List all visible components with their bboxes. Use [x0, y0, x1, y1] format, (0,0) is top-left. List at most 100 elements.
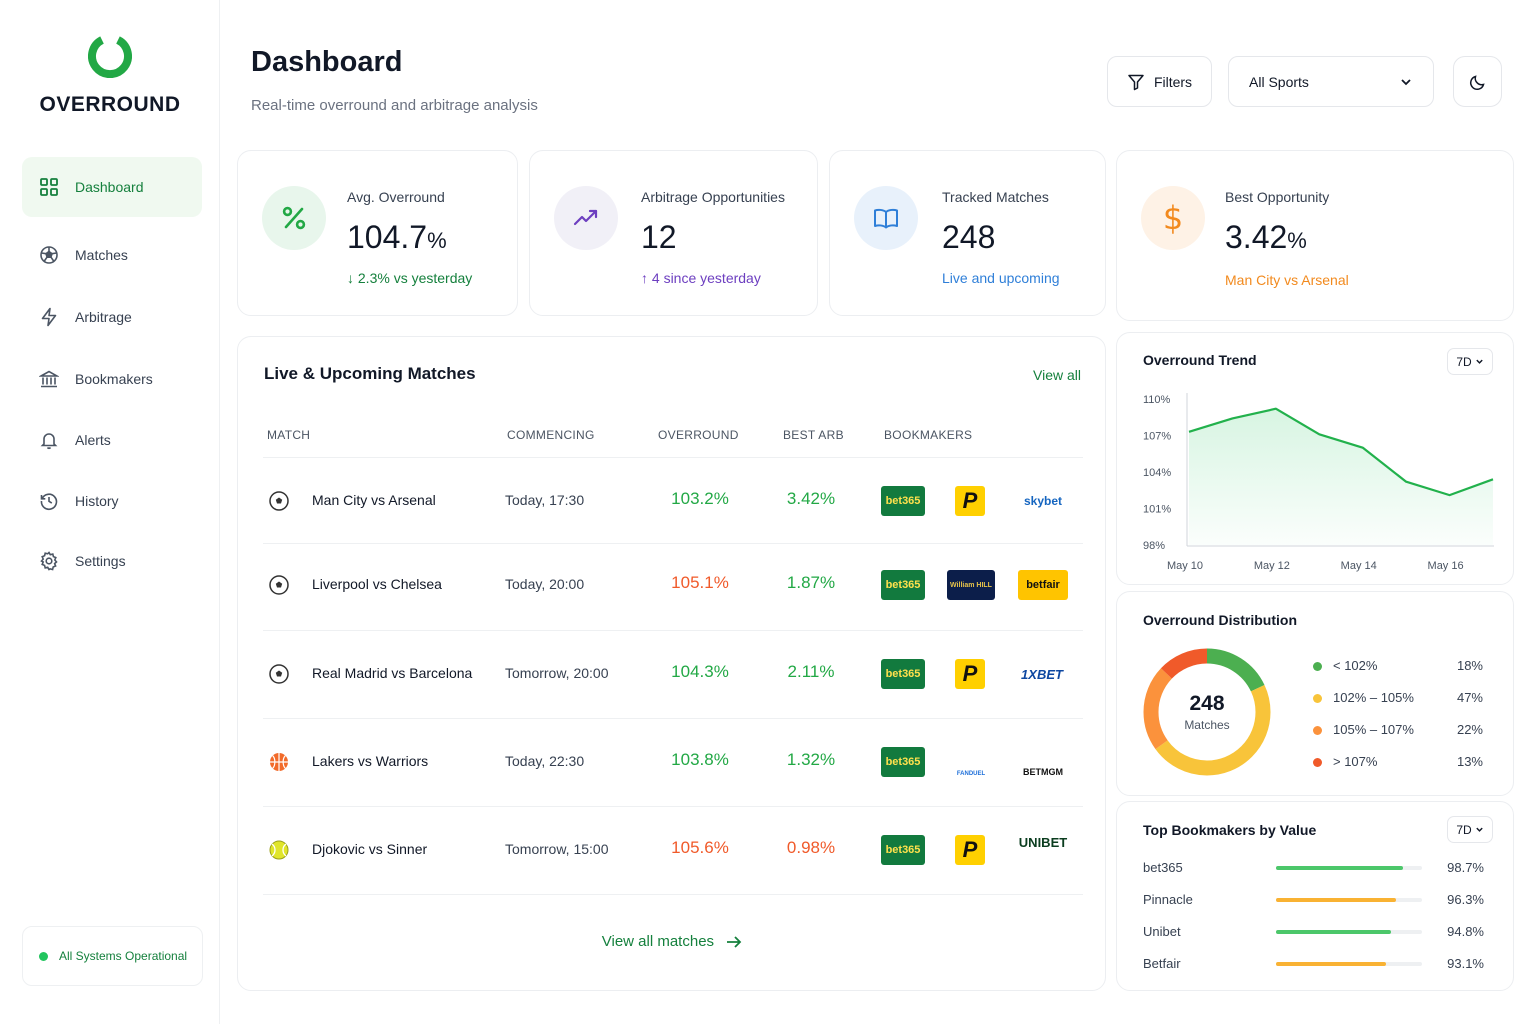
- arb-value: 1.87%: [786, 573, 836, 592]
- bookmaker-bet365-logo: bet365: [881, 570, 925, 600]
- x-tick-label: May 10: [1167, 560, 1203, 572]
- sidebar-item-label: History: [75, 493, 119, 509]
- sidebar-item-alerts[interactable]: Alerts: [22, 410, 202, 470]
- page-subtitle: Real-time overround and arbitrage analys…: [251, 97, 538, 114]
- distribution-donut: [1143, 648, 1271, 776]
- overround-trend-panel: Overround Trend 7D 110% 107% 104% 101% 98% Ma…: [1116, 332, 1514, 585]
- soccer-ball-icon: [269, 491, 289, 511]
- table-row[interactable]: Man City vs Arsenal Today, 17:30 103.2% …: [263, 458, 1083, 544]
- arrow-right-icon: [727, 936, 742, 948]
- stat-label: Avg. Overround: [347, 189, 445, 205]
- percent-icon: [262, 186, 326, 250]
- matches-panel: Live & Upcoming Matches View all MATCH C…: [237, 336, 1106, 991]
- divider: [263, 718, 1083, 719]
- bookmakers-period-select[interactable]: 7D: [1447, 816, 1493, 843]
- filters-button[interactable]: Filters: [1107, 56, 1212, 107]
- overround-value: 104.3%: [671, 662, 729, 681]
- column-header: BEST ARB: [783, 428, 844, 442]
- sidebar-item-label: Alerts: [75, 432, 111, 448]
- stat-change: ↓ 2.3% vs yesterday: [347, 270, 473, 286]
- logo[interactable]: OVERROUND: [0, 34, 220, 117]
- logo-ring-icon: [88, 36, 132, 79]
- match-time: Today, 17:30: [505, 492, 585, 508]
- arb-value: 0.98%: [786, 838, 836, 857]
- table-row[interactable]: Lakers vs Warriors Today, 22:30 103.8% 1…: [263, 719, 1083, 805]
- lightning-icon: [38, 306, 60, 328]
- sidebar-item-matches[interactable]: Matches: [22, 225, 202, 285]
- x-tick-label: May 16: [1428, 560, 1464, 572]
- trend-chart: 110% 107% 104% 101% 98%May 10 May 12 May 14 May…: [1143, 393, 1494, 572]
- sidebar: OVERROUND Dashboard Matches Arbitrage Bo…: [0, 0, 220, 1024]
- sidebar-item-settings[interactable]: Settings: [22, 531, 202, 591]
- divider: [263, 630, 1083, 631]
- theme-toggle-button[interactable]: [1453, 56, 1502, 107]
- page-title: Dashboard: [251, 46, 403, 78]
- table-row[interactable]: Djokovic vs Sinner Tomorrow, 15:00 105.6…: [263, 807, 1083, 893]
- stat-value: 3.42%: [1225, 219, 1307, 255]
- stat-card-tracked: Tracked Matches 248 Live and upcoming: [829, 150, 1106, 316]
- donut-segment: [1143, 648, 1271, 776]
- table-row[interactable]: Liverpool vs Chelsea Today, 20:00 105.1%…: [263, 542, 1083, 628]
- match-time: Tomorrow, 20:00: [505, 665, 609, 681]
- stat-card-best-opportunity: $ Best Opportunity 3.42% Man City vs Ars…: [1116, 150, 1514, 321]
- top-bookmakers-title: Top Bookmakers by Value: [1143, 822, 1317, 838]
- bookmaker-bar-row: Unibet 94.8%: [1143, 924, 1484, 939]
- column-header: COMMENCING: [507, 428, 595, 442]
- overround-value: 105.1%: [671, 573, 729, 592]
- sidebar-item-dashboard[interactable]: Dashboard: [22, 157, 202, 217]
- match-name: Liverpool vs Chelsea: [312, 576, 442, 592]
- dollar-icon: $: [1141, 186, 1205, 250]
- sidebar-item-label: Arbitrage: [75, 309, 132, 325]
- bookmaker-bet365-logo: bet365: [881, 659, 925, 689]
- bar-track: [1276, 898, 1422, 902]
- trend-period-select[interactable]: 7D: [1447, 348, 1493, 375]
- stat-card-arbitrage: Arbitrage Opportunities 12 ↑ 4 since yes…: [529, 150, 818, 316]
- bar-fill: [1276, 898, 1396, 902]
- trend-area: [1189, 408, 1493, 545]
- trending-up-icon: [554, 186, 618, 250]
- bookmaker-fanduel-logo: FANDUEL: [956, 771, 986, 777]
- y-tick-label: 107%: [1143, 431, 1171, 443]
- column-header: MATCH: [267, 428, 311, 442]
- bookmaker-skybet-logo: skybet: [1023, 494, 1063, 508]
- y-tick-label: 101%: [1143, 504, 1171, 516]
- system-status: All Systems Operational: [22, 926, 203, 986]
- donut-total: 248: [1189, 692, 1225, 715]
- bookmaker-pinnacle-logo: P: [955, 835, 985, 865]
- arb-value: 2.11%: [787, 662, 835, 681]
- bookmaker-bar-row: bet365 98.7%: [1143, 860, 1484, 875]
- bookmaker-betfair-logo: betfair: [1018, 570, 1068, 600]
- bar-track: [1276, 930, 1422, 934]
- sidebar-item-bookmakers[interactable]: Bookmakers: [22, 349, 202, 409]
- stat-note[interactable]: Man City vs Arsenal: [1225, 272, 1349, 288]
- sports-select-value: All Sports: [1249, 73, 1309, 90]
- soccer-ball-icon: [38, 244, 60, 266]
- stat-label: Arbitrage Opportunities: [641, 189, 785, 205]
- arb-value: 1.32%: [786, 750, 836, 769]
- overround-value: 103.8%: [671, 750, 729, 769]
- table-row[interactable]: Real Madrid vs Barcelona Tomorrow, 20:00…: [263, 631, 1083, 717]
- book-icon: [854, 186, 918, 250]
- legend-dot: [1313, 662, 1322, 671]
- sports-select[interactable]: All Sports: [1228, 56, 1434, 107]
- match-name: Lakers vs Warriors: [312, 753, 429, 769]
- filters-label: Filters: [1153, 73, 1193, 90]
- sidebar-item-history[interactable]: History: [22, 471, 202, 531]
- donut-segment: [1143, 648, 1271, 776]
- stat-card-avg-overround: Avg. Overround 104.7% ↓ 2.3% vs yesterda…: [237, 150, 518, 316]
- legend-dot: [1313, 726, 1322, 735]
- view-all-link[interactable]: View all: [1033, 367, 1081, 383]
- stat-label: Tracked Matches: [942, 189, 1049, 205]
- sidebar-item-arbitrage[interactable]: Arbitrage: [22, 287, 202, 347]
- matches-title: Live & Upcoming Matches: [264, 364, 476, 383]
- bookmaker-bet365-logo: bet365: [881, 747, 925, 777]
- match-name: Real Madrid vs Barcelona: [312, 665, 473, 681]
- bookmaker-unibet-logo: UNIBET: [1018, 835, 1068, 850]
- legend-dot: [1313, 694, 1322, 703]
- match-time: Today, 22:30: [505, 753, 585, 769]
- overround-value: 105.6%: [671, 838, 729, 857]
- divider: [263, 894, 1083, 895]
- stat-label: Best Opportunity: [1225, 189, 1330, 205]
- view-all-matches-link[interactable]: View all matches: [238, 933, 1106, 950]
- bookmaker-williamhill-logo: William HILL: [947, 570, 995, 600]
